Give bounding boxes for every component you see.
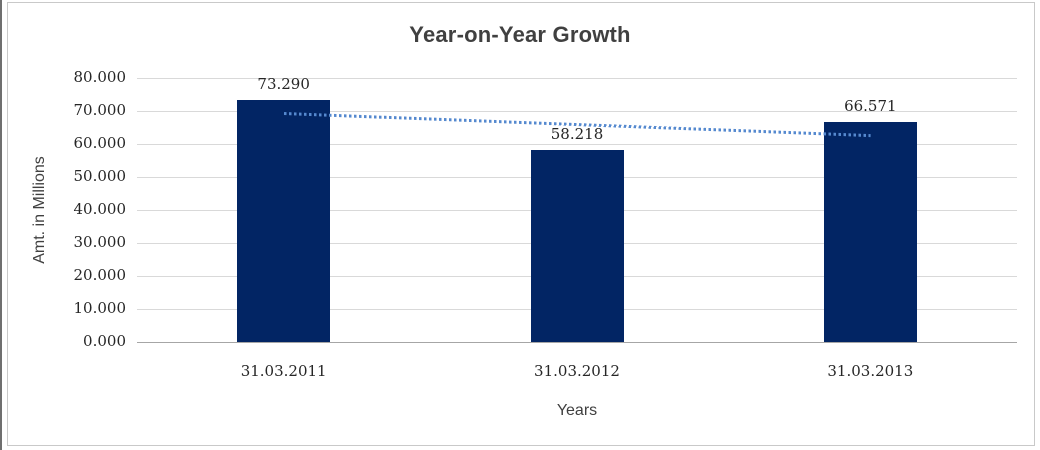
plot-area [137, 77, 1017, 343]
gridline [137, 341, 1017, 343]
data-label: 73.290 [257, 75, 310, 94]
data-label: 58.218 [550, 124, 604, 143]
x-tick-label: 31.03.2013 [827, 362, 914, 380]
gridline [137, 143, 1017, 145]
chart-title: Year-on-Year Growth [409, 22, 631, 47]
bar-31.03.2011 [237, 100, 331, 342]
x-axis-title: Years [556, 402, 598, 419]
bar-31.03.2012 [530, 149, 624, 342]
y-tick-label: 30.000 [73, 233, 127, 251]
bar-31.03.2013 [823, 122, 917, 342]
data-label: 66.571 [844, 97, 897, 116]
y-tick-label: 40.000 [73, 200, 127, 218]
y-tick-label: 70.000 [73, 101, 127, 119]
y-tick-label: 50.000 [73, 167, 127, 185]
gridline [137, 110, 1017, 112]
y-tick-label: 60.000 [73, 134, 127, 152]
left-edge-line [0, 0, 2, 450]
y-tick-label: 80.000 [73, 68, 127, 86]
y-tick-label: 20.000 [73, 266, 127, 284]
x-tick-label: 31.03.2012 [534, 362, 620, 380]
y-tick-label: 0.000 [83, 332, 126, 350]
gridline [137, 77, 1017, 79]
x-tick-label: 31.03.2011 [240, 362, 327, 380]
y-tick-label: 10.000 [73, 299, 127, 317]
